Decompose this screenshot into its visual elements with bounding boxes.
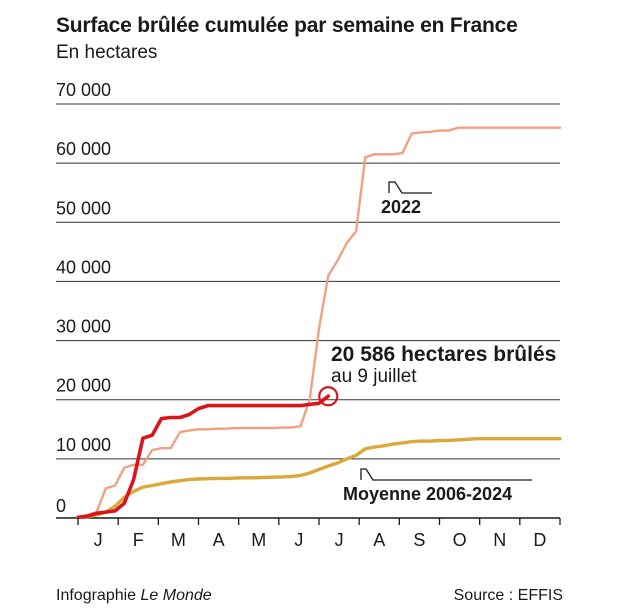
month-label: F (133, 530, 144, 550)
month-label: J (294, 530, 303, 550)
month-label: J (335, 530, 344, 550)
source: Source : EFFIS (453, 587, 563, 604)
y-tick-label: 40 000 (56, 257, 111, 277)
annotation-value: 20 586 hectares brûlés (331, 343, 556, 366)
y-tick-label: 70 000 (56, 80, 111, 100)
y-tick-label: 10 000 (56, 435, 111, 455)
annotation-date: au 9 juillet (331, 366, 417, 387)
series-labels: 2022 Moyenne 2006-2024 (343, 181, 532, 504)
series-label-2022: 2022 (381, 197, 421, 217)
y-tick-label: 60 000 (56, 139, 111, 159)
current-value-annotation: 20 586 hectares brûlés au 9 juillet (318, 343, 556, 407)
y-tick-label: 30 000 (56, 317, 111, 337)
chart-title: Surface brûlée cumulée par semaine en Fr… (56, 14, 518, 37)
chart-subtitle: En hectares (56, 42, 158, 63)
series-layer (76, 126, 562, 520)
series-line-average (76, 437, 562, 520)
month-label: M (171, 530, 186, 550)
y-tick-label: 0 (56, 496, 66, 516)
credit: Infographie Le Monde (56, 587, 212, 605)
month-label: A (213, 530, 225, 550)
credit-brand: Le Monde (140, 587, 212, 604)
month-label: M (251, 530, 266, 550)
month-label: N (493, 530, 506, 550)
current-value-marker (318, 386, 339, 407)
grid-layer: 0 10 000 20 000 30 000 40 000 50 000 60 000 70 … (56, 80, 560, 519)
month-label: J (94, 530, 103, 550)
credit-prefix: Infographie (56, 587, 141, 604)
month-label: A (373, 530, 385, 550)
y-tick-label: 50 000 (56, 198, 111, 218)
label-average-leader (360, 468, 532, 481)
label-2022-leader (388, 181, 432, 194)
series-label-average: Moyenne 2006-2024 (343, 484, 512, 504)
series-line-2022 (76, 126, 562, 518)
month-label: S (413, 530, 425, 550)
series-line-current (76, 394, 331, 520)
cumulative-burned-area-chart: 0 10 000 20 000 30 000 40 000 50 000 60 000 70 … (56, 80, 562, 550)
month-label: D (533, 530, 546, 550)
month-label: O (453, 530, 467, 550)
y-tick-label: 20 000 (56, 376, 111, 396)
